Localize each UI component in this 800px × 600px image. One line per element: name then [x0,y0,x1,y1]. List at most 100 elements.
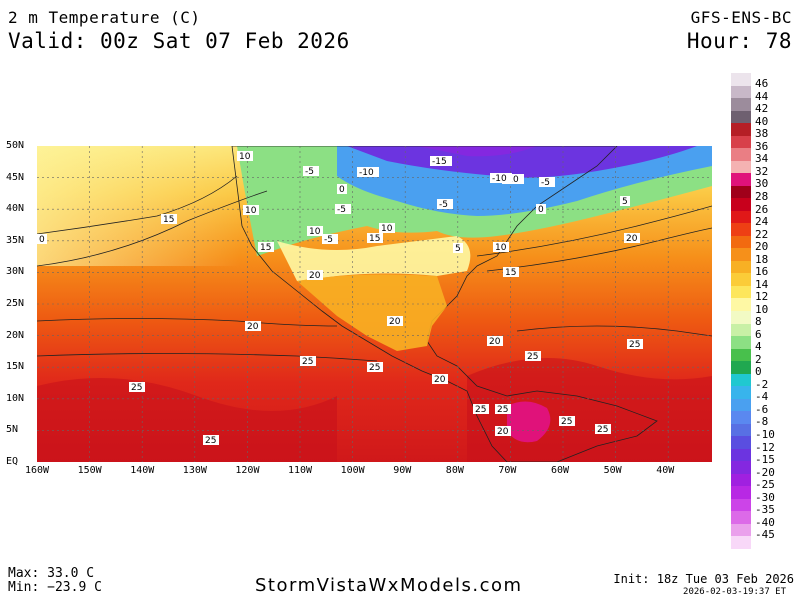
lat-tick-label: 20N [6,329,25,341]
legend-swatch [731,223,751,237]
contour-label: 20 [307,270,323,281]
legend-label: 16 [755,265,769,279]
legend-swatch [731,486,751,500]
legend-label: -6 [755,402,769,416]
legend-label: -25 [755,478,775,492]
contour-label: 25 [495,404,511,415]
contour-labels: -15-10-10-5-5-5000555-5-5101010101015151… [37,151,643,446]
temperature-map: -15-10-10-5-5-5000555-5-5101010101015151… [37,146,712,462]
svg-text:-5: -5 [305,167,314,177]
contour-label: -5 [539,177,555,188]
legend-label: 0 [755,365,762,379]
contour-label: -10 [357,167,379,178]
contour-label: -5 [335,204,351,215]
contour-label: 25 [525,351,541,362]
lon-tick-label: 100W [340,465,365,476]
lat-tick-label: 30N [6,266,25,278]
legend-swatch [731,436,751,450]
svg-text:25: 25 [597,425,608,435]
legend-label: 26 [755,202,769,216]
contour-10 [486,227,712,272]
contour-0 [37,175,238,235]
lon-tick-label: 150W [77,465,102,476]
lon-tick-label: 60W [551,465,570,476]
hot-spot [507,401,551,443]
map-title: 2 m Temperature (C) [8,8,201,27]
contour-label: 10 [379,223,395,234]
legend-label: 42 [755,102,769,116]
contour-label: 20 [387,316,403,327]
lat-tick-label: 40N [6,203,25,215]
legend-label: -30 [755,490,775,504]
legend-swatch [731,123,751,137]
svg-text:25: 25 [497,405,508,415]
legend-swatch [731,323,751,337]
contour-label: 25 [627,339,643,350]
legend-label: -40 [755,515,775,529]
lon-tick-label: 140W [130,465,155,476]
svg-text:-5: -5 [541,178,550,188]
init-time: Init: 18z Tue 03 Feb 2026 [613,572,794,586]
legend-label: -10 [755,428,775,441]
legend-label: 12 [755,290,769,304]
legend-label: -20 [755,465,775,479]
legend-swatch [731,273,751,287]
svg-text:20: 20 [434,375,446,385]
legend-label: 34 [755,152,769,166]
svg-text:25: 25 [302,357,313,367]
contour-label: 5 [453,243,463,254]
us-south-zone [277,236,471,281]
svg-text:10: 10 [495,243,507,253]
contour-label: -10 [490,173,512,184]
legend-swatch [731,448,751,462]
legend-label: 38 [755,127,769,141]
legend-swatch [731,85,751,99]
contour-label: 0 [337,184,347,195]
svg-text:0: 0 [39,235,45,245]
contour-label: -5 [322,234,338,245]
legend-swatch [731,536,751,550]
svg-text:10: 10 [381,224,393,234]
contour-label: 10 [243,205,259,216]
legend-swatch [731,98,751,112]
legend-label: 28 [755,190,769,203]
contour-label: -5 [303,166,319,177]
contour-label: 20 [245,321,261,332]
legend-swatch [731,498,751,512]
legend-swatch [731,148,751,162]
legend-label: -12 [755,440,775,454]
lon-tick-label: 90W [393,465,412,476]
contour-label: 0 [37,234,47,245]
contour-label: -5 [437,199,453,210]
site-name: StormVistaWxModels.com [255,575,523,596]
legend-swatch [731,423,751,437]
contour-label: 15 [503,267,519,278]
lat-tick-label: 15N [6,361,25,373]
svg-text:-15: -15 [432,157,447,167]
lon-tick-label: 80W [445,465,464,476]
contour-label: 15 [367,233,383,244]
svg-text:25: 25 [629,340,640,350]
legend-swatch [731,348,751,362]
svg-text:25: 25 [561,417,572,427]
legend-swatch [731,473,751,487]
lon-tick-label: 160W [25,465,50,476]
legend-swatch [731,361,751,375]
contour-22 [516,325,712,337]
legend-swatch [731,248,751,262]
legend-swatch [731,73,751,87]
svg-text:15: 15 [369,234,380,244]
lat-tick-label: EQ [6,456,19,467]
coldest-zone [417,146,537,157]
legend-swatch [731,461,751,475]
forecast-hour: Hour: 78 [686,29,792,53]
legend-swatch [731,523,751,537]
contour-label: 10 [307,226,323,237]
lon-tick-label: 120W [235,465,260,476]
legend-swatch [731,285,751,299]
svg-text:20: 20 [389,317,401,327]
lat-tick-label: 45N [6,171,25,183]
contour-label: 0 [536,204,546,215]
contour-label: -15 [430,156,452,167]
svg-text:-5: -5 [337,205,346,215]
